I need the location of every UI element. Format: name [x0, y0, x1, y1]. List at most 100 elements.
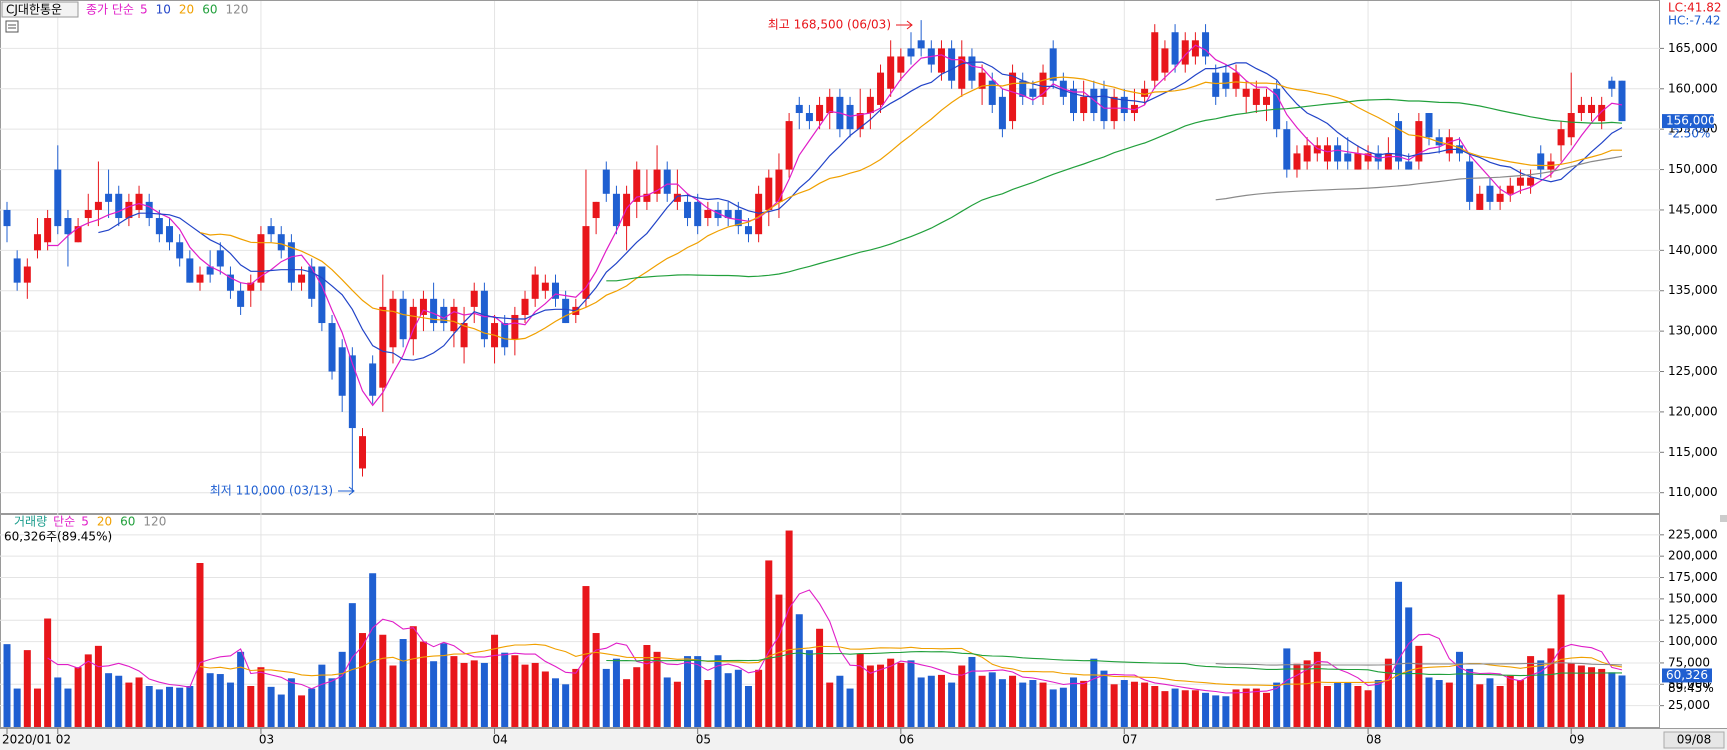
candle-body: [968, 56, 976, 81]
volume-bar: [206, 673, 214, 727]
candle-body: [430, 298, 438, 324]
volume-bar: [1445, 682, 1453, 727]
grid: [0, 1, 1660, 727]
candle-body: [856, 113, 864, 130]
candle-body: [582, 226, 590, 299]
volume-bar: [125, 682, 133, 727]
candle-body: [1181, 40, 1189, 65]
candle-body: [409, 306, 417, 340]
volume-bar: [673, 681, 681, 727]
volume-bar: [846, 688, 854, 727]
settings-icon[interactable]: [5, 20, 19, 33]
volume-bar: [836, 675, 844, 727]
y-tick-label: 135,000: [1668, 283, 1718, 297]
volume-bar: [23, 650, 31, 727]
volume-bar: [551, 678, 559, 727]
volume-bar: [1547, 648, 1555, 727]
candle-body: [755, 193, 763, 235]
candle-body: [1262, 96, 1270, 105]
volume-bar: [460, 662, 468, 727]
candle-body: [1242, 88, 1250, 97]
volume-ma-line: [1215, 662, 1623, 666]
volume-bar: [1222, 696, 1230, 727]
candle-body: [592, 201, 600, 219]
candle-body: [226, 274, 234, 291]
candle-body: [1476, 193, 1484, 210]
volume-bar: [623, 679, 631, 727]
volume-bar: [948, 682, 956, 727]
candle-body: [1191, 40, 1199, 57]
volume-bar: [1557, 594, 1565, 727]
ma-line: [98, 61, 1623, 361]
candle-body: [1252, 88, 1260, 105]
y-tick-label: 130,000: [1668, 324, 1718, 338]
candle-body: [551, 282, 559, 299]
volume-bar: [1415, 645, 1423, 727]
candle-body: [389, 298, 397, 348]
candle-body: [643, 193, 651, 202]
volume-bar: [1100, 670, 1108, 727]
volume-bar: [1191, 690, 1199, 727]
volume-bar: [805, 650, 813, 727]
volume-bar: [1466, 668, 1474, 727]
candle-body: [816, 104, 824, 122]
price-pane: [0, 0, 1660, 514]
candle-body: [348, 355, 356, 429]
candle-body: [653, 169, 661, 194]
volume-bar: [927, 675, 935, 727]
volume-bar: [744, 686, 752, 727]
candle-body: [1171, 32, 1179, 65]
y-tick-label: 165,000: [1668, 41, 1718, 55]
volume-bar: [328, 678, 336, 727]
legend-item: 120: [225, 3, 248, 17]
pane-button[interactable]: [1720, 515, 1727, 522]
volume-bar: [562, 684, 570, 727]
candle-body: [247, 282, 255, 291]
volume-bar: [1516, 680, 1524, 727]
date-box: [1663, 731, 1725, 749]
candle-body: [1567, 113, 1575, 138]
candle-body: [694, 201, 702, 227]
y-tick-label: 150,000: [1668, 591, 1718, 605]
volume-bar: [1262, 692, 1270, 727]
volume-bar: [937, 674, 945, 727]
volume-bar: [1506, 675, 1514, 727]
candle-body: [937, 48, 945, 73]
volume-bar: [602, 668, 610, 727]
candle-body: [115, 193, 123, 219]
candle-body: [450, 306, 458, 332]
candle-body: [765, 177, 773, 210]
volume-bar: [1313, 651, 1321, 727]
candle-body: [1141, 88, 1149, 97]
candle-body: [399, 298, 407, 340]
volume-bar: [1242, 688, 1250, 727]
volume-bar: [1252, 688, 1260, 727]
volume-bar: [1567, 662, 1575, 727]
volume-bar: [877, 664, 885, 727]
y-tick-label: 115,000: [1668, 445, 1718, 459]
candle-body: [623, 193, 631, 227]
candle-body: [1588, 104, 1596, 114]
volume-bar: [1019, 682, 1027, 727]
candle-body: [125, 201, 133, 219]
candle-body: [54, 169, 62, 227]
candle-body: [13, 258, 21, 283]
volume-bar: [653, 651, 661, 727]
candle-body: [237, 290, 245, 307]
candle-body: [1344, 153, 1352, 162]
volume-bar: [369, 573, 377, 727]
candle-body: [684, 201, 692, 219]
volume-ma-line: [199, 643, 1623, 687]
volume-bar: [216, 674, 224, 727]
y-tick-label: 110,000: [1668, 485, 1718, 499]
title-box[interactable]: [1, 1, 79, 18]
candle-body: [1395, 121, 1403, 162]
y-tick-label: 100,000: [1668, 634, 1718, 648]
volume-ma-line: [47, 589, 1623, 694]
candle-body: [1445, 137, 1453, 154]
candle-body: [1222, 72, 1230, 89]
change-label: -2.50%: [1668, 127, 1710, 141]
candle-body: [1049, 48, 1057, 81]
volume-ratio-label: 89.45%: [1668, 681, 1714, 695]
